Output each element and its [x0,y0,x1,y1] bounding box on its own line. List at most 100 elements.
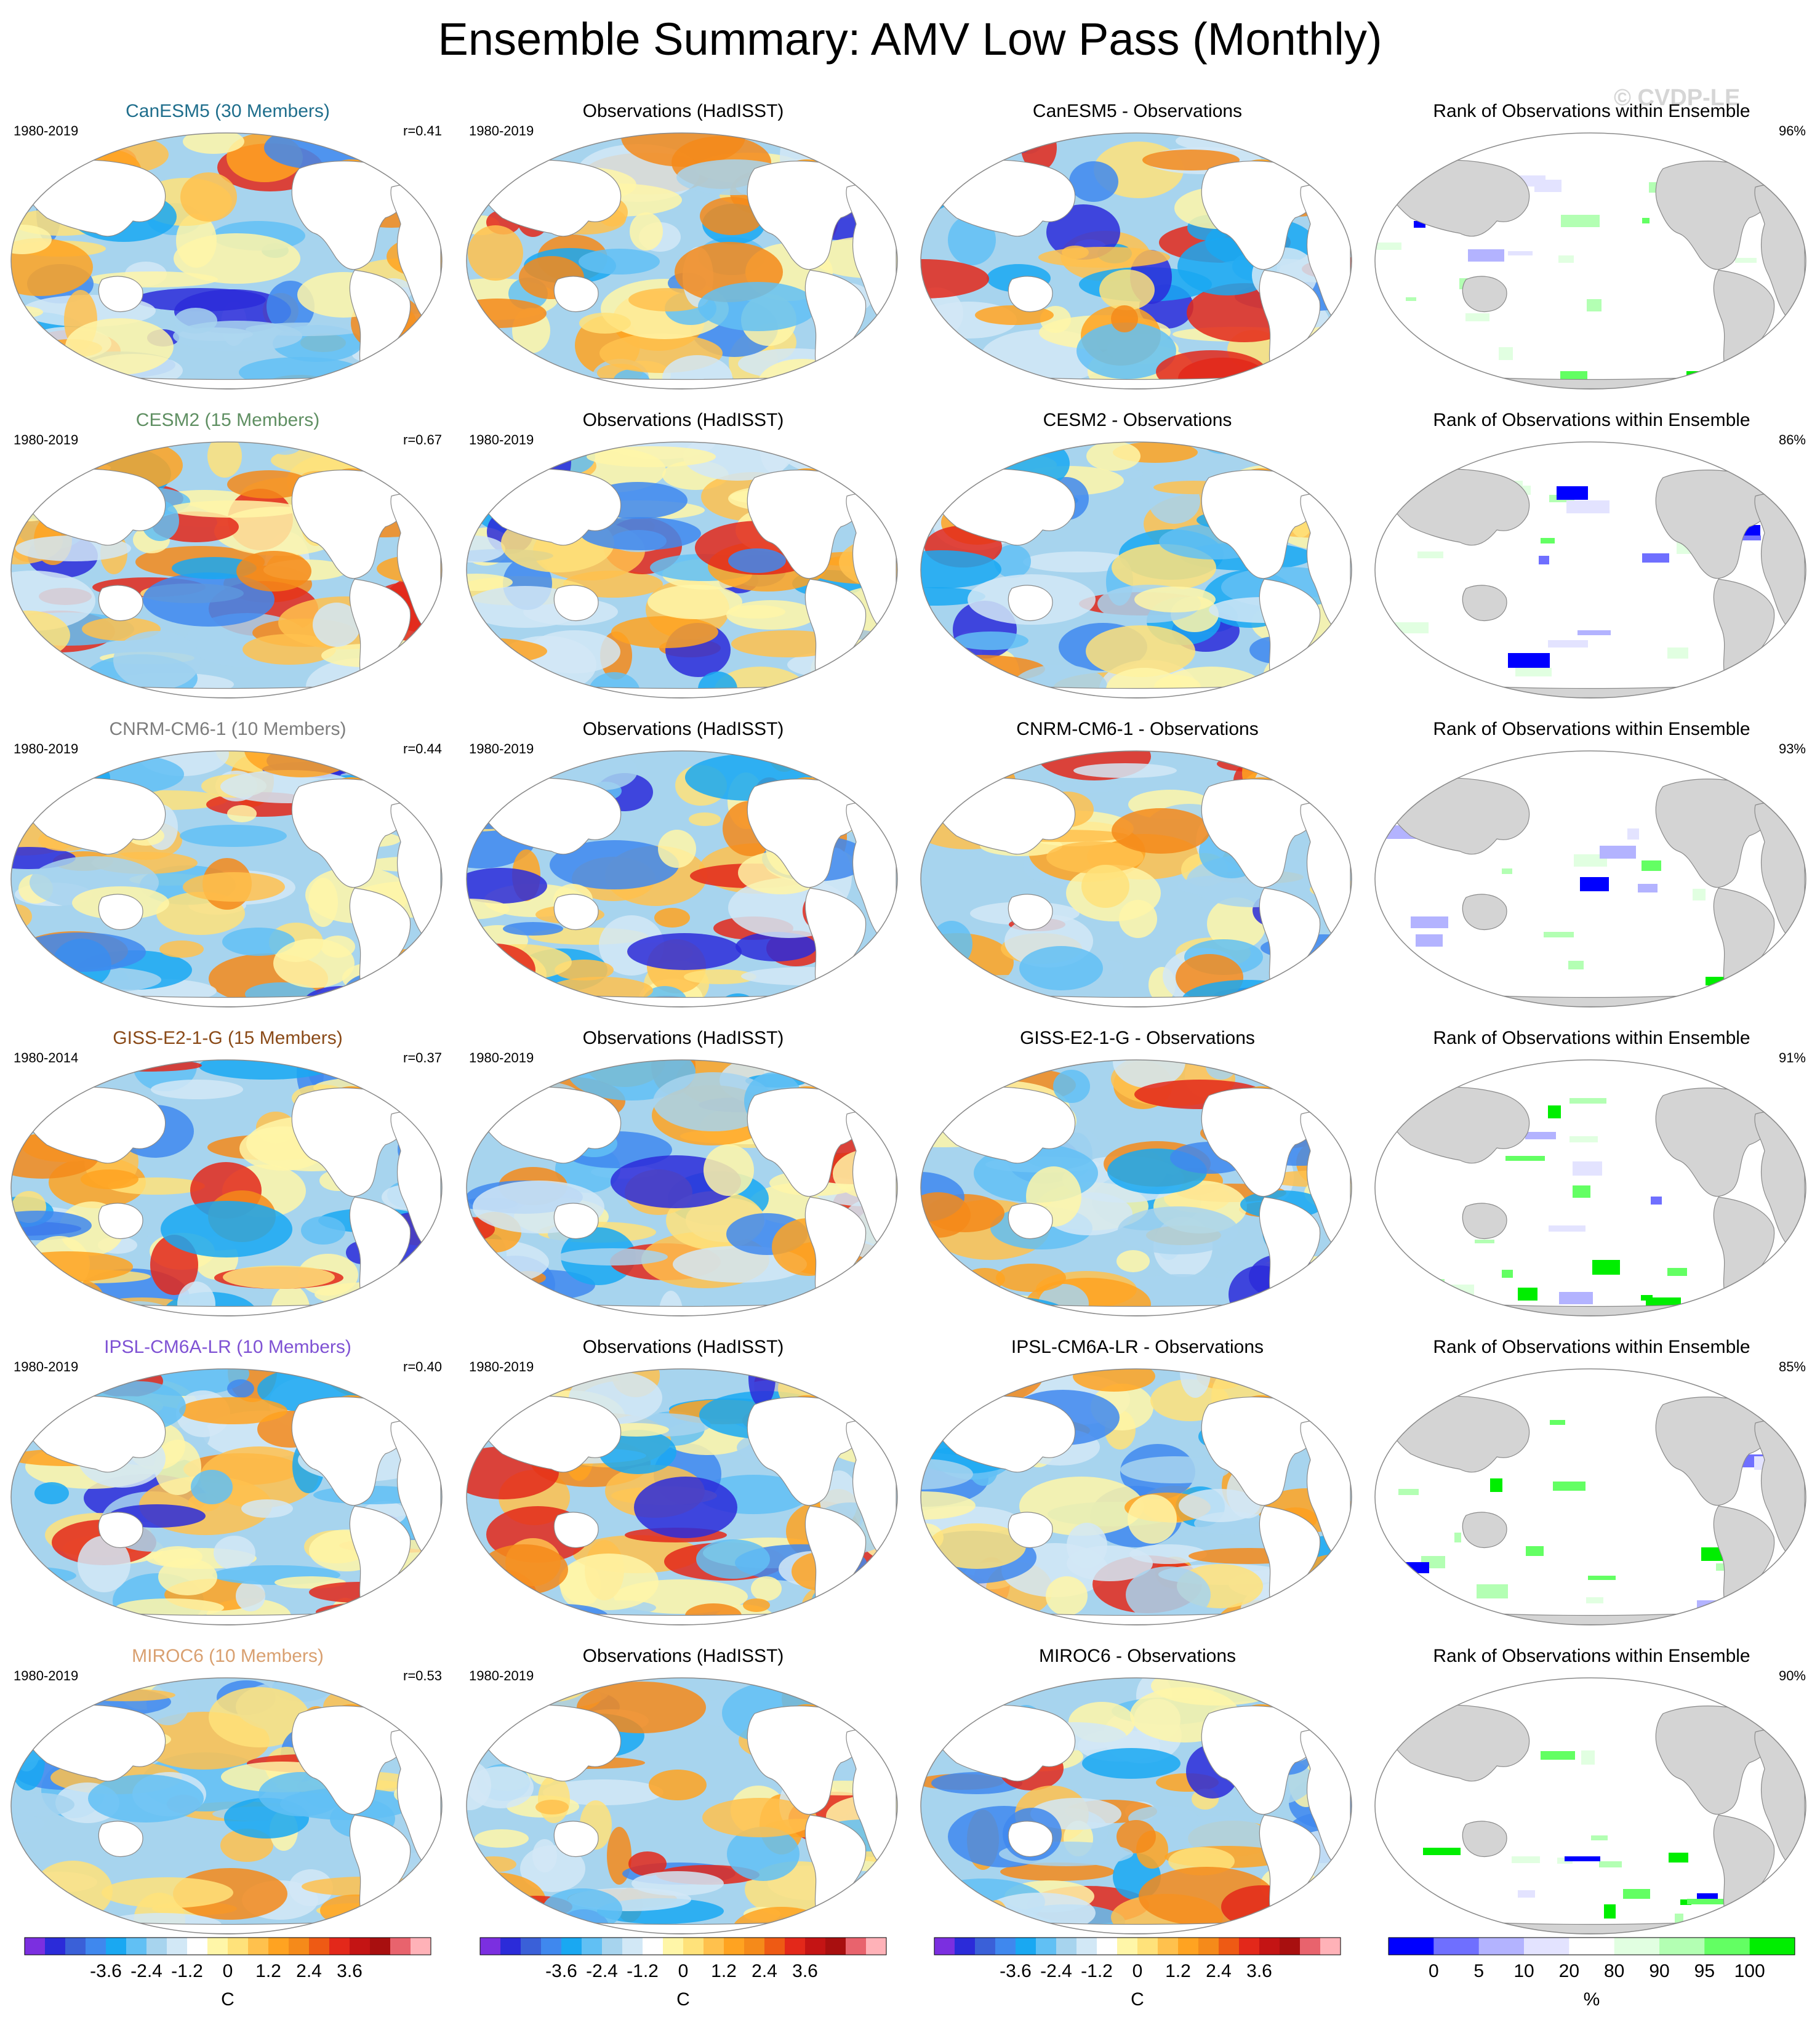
australia-landmass [1008,1821,1053,1857]
sst-map [466,132,898,390]
rank-map [1374,132,1806,390]
panel-title: CanESM5 (30 Members) [126,101,330,121]
colorbar-swatch [805,1938,826,1955]
colorbar-swatch [582,1938,603,1955]
map-frame [465,1677,899,1935]
rank-percentage: 86% [1778,432,1806,447]
australia-landmass [553,1821,599,1857]
australia-landmass [98,894,143,930]
panel-title: Observations (HadISST) [582,101,784,121]
colorbar-tick-label: 5 [1473,1961,1484,1981]
colorbar-swatch [1198,1938,1219,1955]
map-frame [1374,132,1807,390]
colorbar-tick-label: -2.4 [586,1961,618,1981]
period-label: 1980-2019 [14,741,79,756]
temp-colorbar: -3.6 -2.4 -1.2 0 1.2 2.4 3.6 C [0,1923,455,2027]
panel-title: Rank of Observations within Ensemble [1433,1646,1750,1666]
colorbar-swatch [146,1938,167,1955]
panel-title: CNRM-CM6-1 - Observations [1016,719,1259,739]
colorbar-swatch [1158,1938,1179,1955]
sst-map [466,441,898,699]
colorbar-tick-label: -1.2 [627,1961,659,1981]
map-frame [10,1059,443,1317]
colorbar-tick-label: -3.6 [90,1961,122,1981]
panel-title: Observations (HadISST) [582,410,784,430]
period-label: 1980-2019 [469,741,534,756]
colorbar-swatch [1749,1938,1795,1955]
colorbar-swatch [561,1938,582,1955]
colorbar-tick-label: 3.6 [337,1961,363,1981]
panel-title: Rank of Observations within Ensemble [1433,1028,1750,1048]
panel-title: Observations (HadISST) [582,1646,784,1666]
panel-rank: Rank of Observations within Ensemble 93% [1364,703,1819,1011]
colorbar-swatch [934,1938,955,1955]
period-label: 1980-2019 [14,123,79,138]
colorbar-swatch [1478,1938,1525,1955]
colorbar-swatch [995,1938,1016,1955]
colorbar-unit: C [221,1989,235,2010]
map-frame [465,132,899,390]
colorbar-tick-label: -2.4 [1040,1961,1072,1981]
rank-map [1374,1368,1806,1626]
colorbar-swatch [350,1938,371,1955]
sst-map [10,1368,443,1626]
colorbar-swatch [1097,1938,1118,1955]
panel-diff: MIROC6 - Observations [910,1630,1365,1938]
period-label: 1980-2019 [14,432,79,447]
australia-landmass [553,276,599,312]
colorbar-swatch [683,1938,704,1955]
colorbar-swatch [1239,1938,1260,1955]
colorbar-unit: % [1583,1989,1600,2010]
australia-landmass [1462,1203,1507,1239]
panel-obs: Observations (HadISST) 1980-2019 [455,394,911,702]
sst-map [10,441,443,699]
colorbar-swatch [1300,1938,1321,1955]
colorbar-swatch [521,1938,542,1955]
map-frame [1374,1368,1807,1626]
colorbar-tick-label: 2.4 [752,1961,777,1981]
colorbar-tick-label: 2.4 [1206,1961,1232,1981]
colorbar-swatch [704,1938,724,1955]
colorbar-swatch [1056,1938,1077,1955]
australia-landmass [1008,894,1053,930]
colorbar-swatch [1569,1938,1615,1955]
panel-obs: Observations (HadISST) 1980-2019 [455,1630,911,1938]
colorbar-swatch [207,1938,228,1955]
panel-title: GISS-E2-1-G - Observations [1020,1028,1255,1048]
map-frame [1374,1059,1807,1317]
australia-landmass [1462,276,1507,312]
colorbar-unit: C [676,1989,690,2010]
colorbar-swatch [825,1938,846,1955]
colorbar-tick-label: 3.6 [1246,1961,1272,1981]
colorbar-swatch [480,1938,501,1955]
panel-rank: Rank of Observations within Ensemble 90% [1364,1630,1819,1938]
colorbar-swatch [541,1938,562,1955]
period-label: 1980-2019 [14,1359,79,1374]
australia-landmass [98,1821,143,1857]
colorbar-tick-label: 0 [678,1961,689,1981]
map-frame [10,750,443,1008]
map-frame [920,1677,1353,1935]
colorbar-tick-label: 0 [1132,1961,1143,1981]
period-label: 1980-2019 [469,432,534,447]
sst-map [10,750,443,1008]
panel-rank: Rank of Observations within Ensemble 85% [1364,1321,1819,1629]
colorbar-swatch [500,1938,521,1955]
panel-title: Rank of Observations within Ensemble [1433,1337,1750,1357]
sst-map [920,132,1352,390]
colorbar-swatch [724,1938,745,1955]
panel-diff: CESM2 - Observations [910,394,1365,702]
colorbar-swatch [187,1938,208,1955]
australia-landmass [553,585,599,621]
colorbar-swatch [1117,1938,1138,1955]
pattern-correlation: r=0.40 [403,1359,442,1374]
panel-title: GISS-E2-1-G (15 Members) [113,1028,343,1048]
sst-map [466,1677,898,1935]
map-frame [465,1059,899,1317]
sst-map [920,750,1352,1008]
map-frame [920,750,1353,1008]
panel-title: CanESM5 - Observations [1032,101,1243,121]
watermark: © CVDP-LE [1614,85,1741,111]
colorbar-swatch [1259,1938,1280,1955]
panel-title: IPSL-CM6A-LR (10 Members) [104,1337,351,1357]
